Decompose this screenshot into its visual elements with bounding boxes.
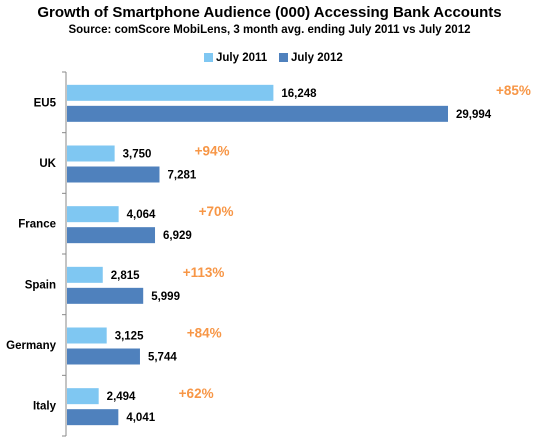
legend-swatch-july-2011	[204, 53, 213, 62]
bar-eu5-july-2012	[67, 105, 448, 122]
category-label-france: France	[18, 219, 56, 231]
legend-item-july-2011: July 2011	[204, 52, 267, 64]
growth-label-italy: +62%	[179, 386, 214, 401]
bar-spain-july-2011	[67, 266, 103, 283]
category-label-spain: Spain	[25, 279, 56, 291]
data-label-spain-july-2012: 5,999	[151, 291, 180, 303]
data-label-spain-july-2011: 2,815	[111, 270, 140, 282]
data-label-france-july-2012: 6,929	[163, 230, 192, 242]
data-label-france-july-2011: 4,064	[127, 209, 156, 221]
bar-france-july-2011	[67, 206, 119, 223]
growth-label-germany: +84%	[187, 326, 222, 341]
growth-label-spain: +113%	[183, 265, 225, 280]
legend-swatch-july-2012	[279, 53, 288, 62]
data-label-uk-july-2012: 7,281	[167, 170, 196, 182]
bar-germany-july-2012	[67, 348, 140, 365]
category-label-italy: Italy	[33, 401, 57, 413]
data-label-uk-july-2011: 3,750	[123, 149, 152, 161]
legend-label-july-2012: July 2012	[291, 52, 343, 64]
chart-title: Growth of Smartphone Audience (000) Acce…	[37, 4, 502, 21]
legend: July 2011 July 2012	[0, 52, 539, 66]
bar-uk-july-2012	[67, 166, 160, 183]
bar-eu5-july-2011	[67, 84, 274, 101]
chart-subtitle: Source: comScore MobiLens, 3 month avg. …	[68, 24, 471, 36]
data-label-eu5-july-2012: 29,994	[456, 109, 492, 121]
growth-label-france: +70%	[199, 204, 234, 219]
bar-france-july-2012	[67, 227, 156, 244]
category-label-germany: Germany	[6, 340, 56, 352]
growth-label-eu5: +85%	[496, 83, 531, 98]
bar-italy-july-2011	[67, 388, 99, 405]
bar-uk-july-2011	[67, 145, 115, 162]
data-label-italy-july-2011: 2,494	[107, 391, 136, 403]
bar-germany-july-2011	[67, 327, 107, 344]
legend-item-july-2012: July 2012	[279, 52, 343, 64]
legend-label-july-2011: July 2011	[216, 52, 268, 64]
growth-label-uk: +94%	[195, 144, 230, 159]
data-label-germany-july-2012: 5,744	[148, 352, 177, 364]
category-label-eu5: EU5	[34, 97, 57, 109]
data-label-eu5-july-2011: 16,248	[281, 88, 317, 100]
bar-italy-july-2012	[67, 409, 119, 426]
bar-spain-july-2012	[67, 287, 144, 304]
data-label-germany-july-2011: 3,125	[115, 331, 144, 343]
category-label-uk: UK	[39, 158, 56, 170]
data-label-italy-july-2012: 4,041	[126, 412, 155, 424]
